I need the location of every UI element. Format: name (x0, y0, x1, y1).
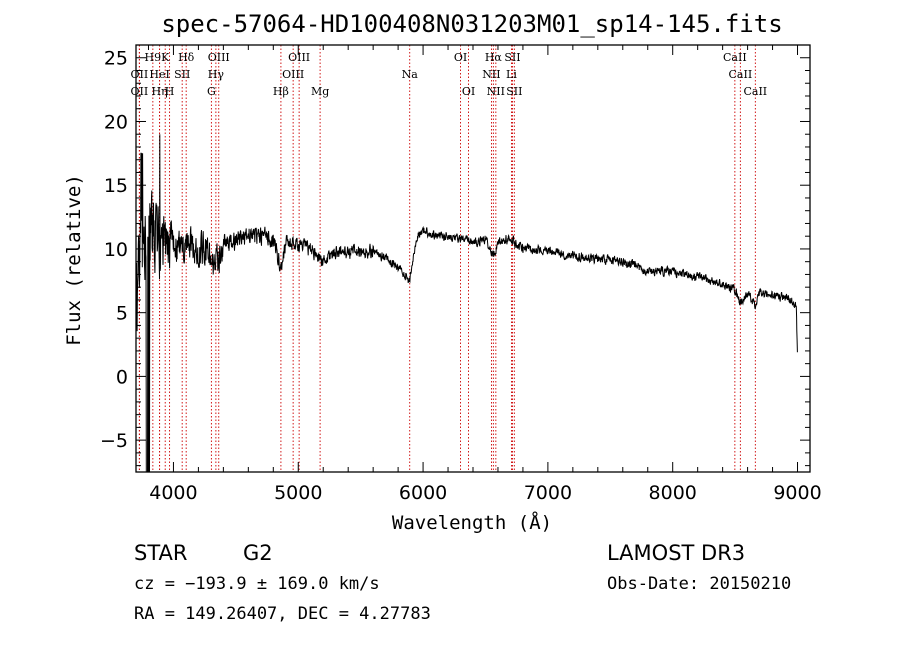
x-tick-label: 8000 (649, 482, 697, 504)
line-label-3: Hη (151, 85, 167, 98)
x-tick-label: 6000 (399, 482, 447, 504)
line-label-1: H9 (145, 51, 162, 64)
x-tick-label: 4000 (149, 482, 197, 504)
obs-date-text: Obs-Date: 20150210 (607, 574, 791, 594)
line-label-15: Mg (311, 85, 329, 98)
x-tick-labels: 4000 5000 6000 7000 8000 9000 (149, 482, 821, 504)
line-label-0: OII (131, 85, 149, 98)
line-label-17: OI (454, 51, 467, 64)
y-tick-label: 20 (104, 111, 128, 133)
object-class: STAR (134, 541, 187, 565)
coordinates-text: RA = 149.26407, DEC = 4.27783 (134, 604, 431, 624)
line-label-24: SII (506, 85, 522, 98)
line-label-14: OIII (282, 68, 304, 81)
line-label-7: SII (174, 68, 190, 81)
line-label-25: CaII (723, 51, 747, 64)
spectrum-layer (135, 134, 798, 473)
line-label-2: OII (131, 68, 149, 81)
line-label-8: Hδ (178, 51, 195, 64)
line-label-21: NII (482, 68, 500, 81)
line-label-19: Hα (485, 51, 503, 64)
y-axis-label: Flux (relative) (63, 174, 85, 346)
x-tick-label: 7000 (524, 482, 572, 504)
axis-ticks (136, 44, 810, 472)
y-tick-label: 0 (116, 366, 128, 388)
y-tick-label: 15 (104, 175, 128, 197)
y-tick-label: −5 (100, 430, 128, 452)
line-label-23: NII (487, 85, 505, 98)
line-label-26: CaII (729, 68, 753, 81)
line-label-6: H (165, 85, 175, 98)
x-axis-label: Wavelength (Å) (392, 511, 552, 534)
chart-title: spec-57064-HD100408N031203M01_sp14-145.f… (161, 10, 782, 38)
spectral-line-markers (138, 45, 756, 472)
plot-frame (135, 44, 811, 473)
survey-name: LAMOST DR3 (607, 541, 745, 565)
line-label-16: Na (402, 68, 419, 81)
object-subclass: G2 (243, 541, 273, 565)
y-tick-label: 5 (116, 303, 128, 325)
line-label-18: OI (462, 85, 475, 98)
redshift-text: cz = −193.9 ± 169.0 km/s (134, 574, 380, 594)
line-label-13: OIII (288, 51, 310, 64)
line-label-20: SII (504, 51, 520, 64)
line-label-11: G (207, 85, 216, 98)
line-label-5: HeI (149, 68, 169, 81)
x-tick-label: 9000 (773, 482, 821, 504)
line-label-22: Li (506, 68, 517, 81)
line-label-12: Hβ (273, 85, 289, 98)
line-label-9: OIII (208, 51, 230, 64)
spectrum-line (135, 134, 798, 473)
y-tick-label: 25 (104, 48, 128, 70)
line-label-4: K (161, 51, 170, 64)
y-tick-label: 10 (104, 239, 128, 261)
line-label-27: CaII (743, 85, 767, 98)
x-tick-label: 5000 (274, 482, 322, 504)
line-label-10: Hγ (208, 68, 225, 81)
y-tick-labels: −5 0 5 10 15 20 25 (100, 48, 128, 452)
